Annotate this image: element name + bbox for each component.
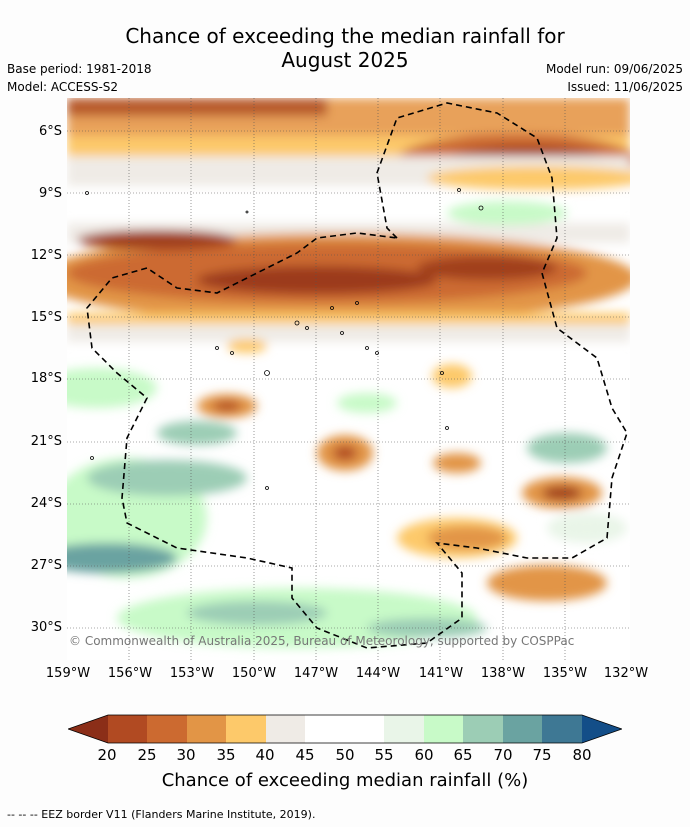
colorbar-label: 50 <box>335 746 355 764</box>
lat-label: 15°S <box>30 310 62 325</box>
lat-label: 24°S <box>30 496 62 511</box>
copyright-credit: © Commonwealth of Australia 2025, Bureau… <box>69 634 575 648</box>
issued-text: Issued: 11/06/2025 <box>567 80 683 94</box>
lon-label: 147°W <box>293 666 339 681</box>
colorbar-label: 20 <box>97 746 117 764</box>
colorbar-swatch <box>147 715 187 743</box>
eez-border <box>86 102 628 649</box>
model-run-text: Model run: 09/06/2025 <box>545 62 683 76</box>
colorbar-label: 70 <box>493 746 513 764</box>
colorbar-swatch <box>305 715 345 743</box>
colorbar-label: 60 <box>414 746 434 764</box>
colorbar-label: 55 <box>374 746 394 764</box>
lon-label: 141°W <box>418 666 464 681</box>
colorbar-label: 45 <box>295 746 315 764</box>
colorbar-swatch <box>266 715 305 743</box>
colorbar-swatch <box>345 715 384 743</box>
lat-label: 30°S <box>30 620 62 635</box>
colorbar-swatch <box>226 715 266 743</box>
lon-label: 135°W <box>542 666 588 681</box>
lon-label: 138°W <box>480 666 526 681</box>
colorbar-label: 40 <box>255 746 275 764</box>
colorbar-low-extend <box>68 715 108 743</box>
lat-label: 9°S <box>38 186 62 201</box>
lon-label: 150°W <box>231 666 277 681</box>
lon-label: 156°W <box>107 666 153 681</box>
rainfall-map <box>67 98 630 660</box>
colorbar-swatch <box>503 715 542 743</box>
lon-label: 132°W <box>603 666 649 681</box>
lon-label: 144°W <box>355 666 401 681</box>
meta-right: Model run: 09/06/2025 Issued: 11/06/2025 <box>546 60 683 96</box>
model-text: Model: ACCESS-S2 <box>7 80 119 94</box>
colorbar-swatch <box>384 715 424 743</box>
lon-label: 153°W <box>169 666 215 681</box>
colorbar-label: 65 <box>453 746 473 764</box>
colorbar-swatch <box>108 715 147 743</box>
colorbar-swatch <box>424 715 463 743</box>
colorbar <box>68 714 622 744</box>
colorbar-swatch <box>542 715 582 743</box>
colorbar-swatch <box>463 715 503 743</box>
eez-legend-note: -- -- -- EEZ border V11 (Flanders Marine… <box>7 808 316 821</box>
graticule <box>67 98 630 660</box>
colorbar-label: 75 <box>532 746 552 764</box>
colorbar-label: 80 <box>572 746 592 764</box>
islands <box>85 188 484 490</box>
rainfall-field <box>67 98 630 648</box>
title-line-2: August 2025 <box>281 48 409 72</box>
map-title: Chance of exceeding the median rainfall … <box>0 24 690 72</box>
lat-label: 18°S <box>30 371 62 386</box>
lon-label: 159°W <box>45 666 91 681</box>
colorbar-title: Chance of exceeding median rainfall (%) <box>161 770 529 791</box>
base-period-text: Base period: 1981-2018 <box>7 62 152 76</box>
lat-label: 6°S <box>38 124 62 139</box>
meta-left: Base period: 1981-2018 Model: ACCESS-S2 <box>7 60 152 96</box>
lat-label: 21°S <box>30 434 62 449</box>
colorbar-label: 30 <box>176 746 196 764</box>
lat-label: 27°S <box>30 558 62 573</box>
colorbar-high-extend <box>582 715 622 743</box>
lat-label: 12°S <box>30 248 62 263</box>
colorbar-label: 35 <box>216 746 236 764</box>
colorbar-label: 25 <box>137 746 157 764</box>
title-line-1: Chance of exceeding the median rainfall … <box>125 24 565 48</box>
colorbar-swatch <box>187 715 226 743</box>
